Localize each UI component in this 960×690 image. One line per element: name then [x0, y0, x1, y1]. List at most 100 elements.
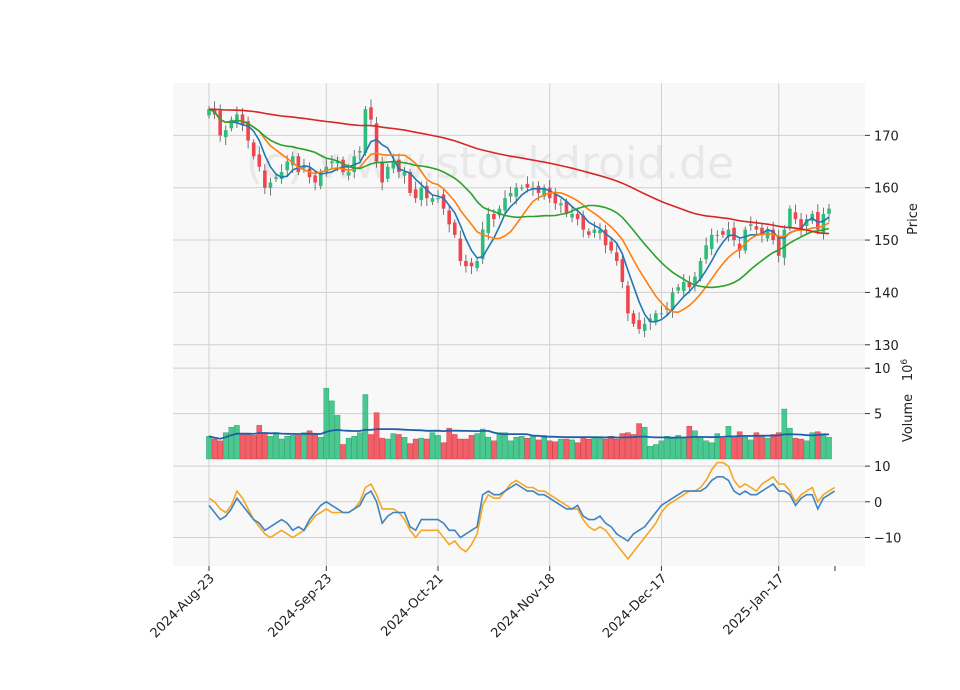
candle-body: [397, 159, 401, 172]
x-tick-label: 2024-Aug-23: [148, 571, 218, 641]
volume-bar: [262, 432, 268, 460]
candle-body: [492, 213, 496, 220]
ma-slow-line: [208, 108, 830, 289]
volume-bar: [496, 432, 503, 460]
volume-bar: [546, 440, 553, 460]
candle-body: [480, 229, 485, 260]
volume-bar: [753, 432, 760, 460]
candle-body: [341, 159, 345, 172]
volume-bar: [273, 432, 279, 460]
volume-bar: [826, 437, 832, 460]
volume-bar: [317, 437, 324, 460]
volume-bar: [256, 425, 263, 460]
candle-body: [346, 172, 351, 176]
volume-bar: [686, 426, 693, 460]
volume-bar: [563, 438, 570, 460]
volume-bar: [362, 394, 369, 460]
candle-body: [486, 213, 491, 234]
volume-bar: [569, 439, 575, 460]
volume-bar: [351, 436, 357, 460]
candle-body: [659, 313, 664, 315]
volume-bar: [491, 440, 497, 460]
volume-bar: [228, 427, 235, 460]
volume-exponent: 106: [900, 359, 916, 382]
volume-bar: [206, 436, 212, 460]
candle-body: [542, 187, 546, 197]
candle-body: [760, 227, 764, 235]
candle-body: [263, 170, 267, 188]
candle-body: [374, 123, 379, 162]
volume-bar: [692, 430, 698, 460]
candle-body: [279, 172, 284, 180]
volume-bar: [474, 433, 480, 460]
volume-bar: [669, 437, 676, 460]
candle-body: [698, 261, 703, 279]
candle-body: [620, 259, 625, 282]
volume-bar: [630, 434, 637, 460]
candle-body: [676, 287, 680, 291]
volume-bar: [234, 425, 240, 460]
volume-bar: [401, 437, 408, 460]
volume-bar: [379, 437, 385, 460]
volume-bar: [731, 436, 737, 460]
candle-body: [514, 187, 519, 197]
candle-body: [816, 212, 820, 230]
volume-bar: [301, 432, 307, 460]
candle-body: [693, 276, 697, 284]
candle-body: [519, 187, 524, 189]
candle-body: [385, 166, 390, 179]
candle-body: [743, 229, 748, 251]
candle-body: [799, 219, 803, 230]
volume-bar: [636, 423, 642, 460]
candle-body: [788, 208, 792, 228]
candle-body: [229, 119, 234, 129]
candle-body: [587, 231, 591, 235]
candle-body: [447, 210, 451, 225]
volume-bar: [245, 433, 251, 460]
candle-body: [207, 109, 211, 116]
volume-bars: [206, 387, 832, 460]
candle-body: [408, 172, 412, 193]
volume-bar: [306, 430, 313, 460]
candle-body: [614, 252, 619, 261]
volume-bar: [524, 437, 531, 460]
volume-bar: [658, 440, 665, 460]
candle-body: [441, 194, 446, 209]
moving-average-lines: [208, 108, 830, 323]
candle-body: [324, 166, 329, 172]
candle-body: [452, 222, 457, 235]
candle-body: [670, 292, 675, 310]
candle-body: [737, 243, 742, 251]
candle-body: [257, 154, 262, 167]
x-tick-label: 2025-Jan-17: [721, 571, 788, 638]
volume-bar: [736, 431, 743, 460]
oscillator-line-a: [208, 476, 836, 543]
volume-bar: [267, 436, 274, 460]
volume-bar: [803, 440, 810, 460]
watermark: (c) www.stockdroid.de: [246, 138, 734, 189]
volume-bar: [619, 433, 626, 460]
volume-bar: [591, 437, 598, 460]
volume-bar: [720, 437, 726, 460]
volume-bar: [815, 431, 821, 460]
volume-bar: [357, 432, 363, 460]
x-tick-label: 2024-Dec-17: [600, 571, 670, 641]
candle-body: [687, 281, 692, 288]
volume-bar: [250, 435, 257, 460]
candle-body: [475, 261, 479, 269]
candle-body: [285, 161, 289, 171]
volume-bar: [435, 435, 441, 460]
volume-ylabel: Volume: [901, 394, 916, 442]
ma-long-line: [208, 108, 830, 235]
osc-tick-label: 10: [874, 460, 891, 475]
candle-body: [251, 142, 256, 157]
volume-bar: [574, 442, 581, 460]
candle-body: [235, 114, 239, 124]
candle-body: [732, 227, 736, 241]
volume-bar: [725, 426, 732, 460]
volume-bar: [345, 437, 352, 460]
volume-bar: [764, 437, 771, 460]
volume-bar: [653, 444, 659, 460]
volume-bar: [641, 427, 648, 460]
volume-bar: [429, 432, 436, 460]
